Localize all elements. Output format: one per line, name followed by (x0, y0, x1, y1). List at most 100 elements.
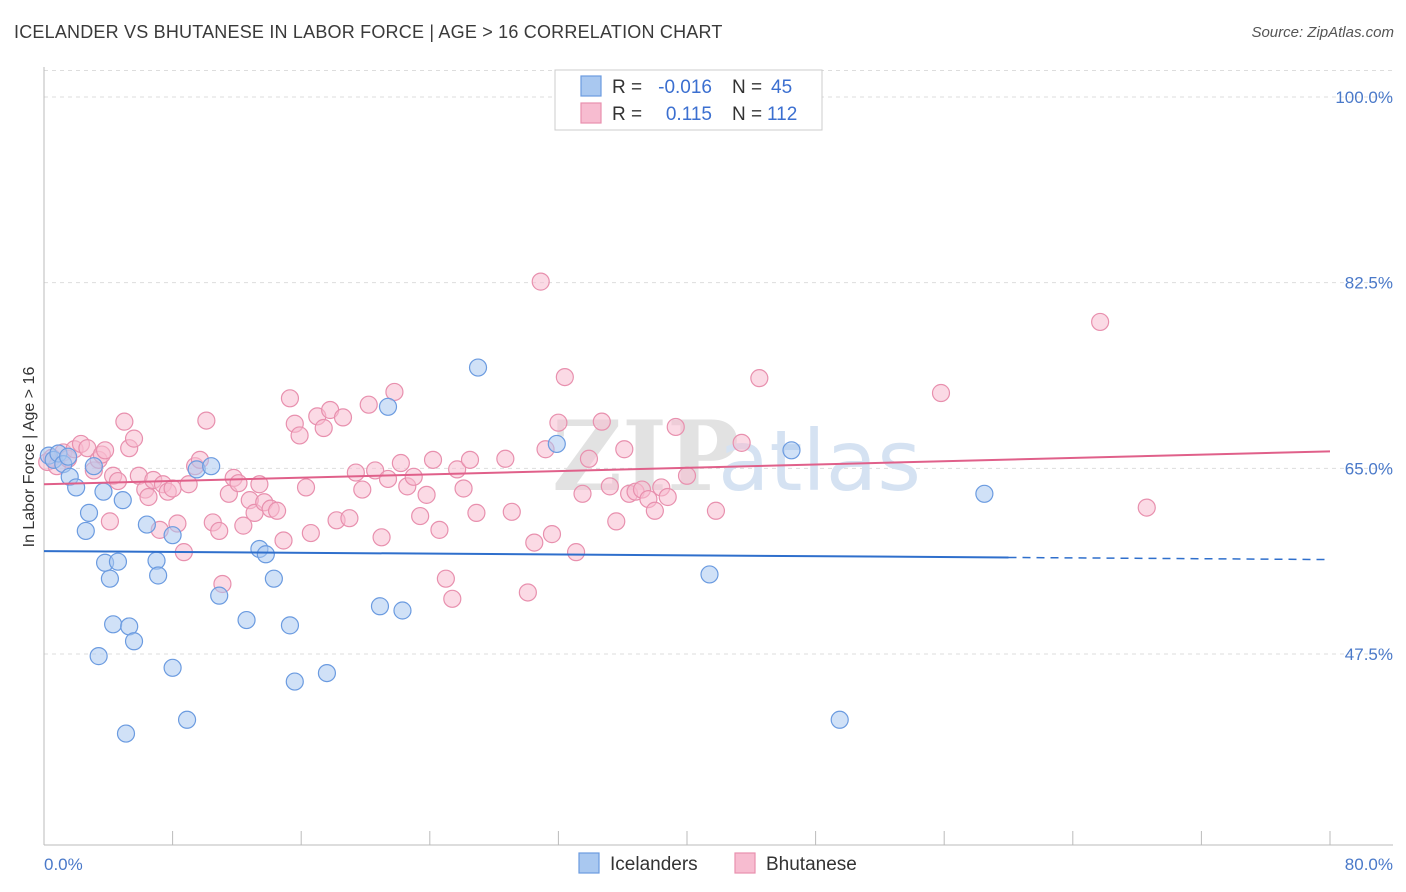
bhutanese-point (423, 450, 443, 469)
bhutanese-point (267, 501, 287, 520)
icelanders-point (94, 482, 113, 501)
bhutanese-point (600, 477, 619, 496)
bhutanese-point (411, 506, 430, 526)
bhutanese-point (359, 395, 378, 414)
trend-lines (43, 450, 1331, 561)
grid-lines (44, 69, 1393, 655)
bhutanese-trend-line (43, 450, 1331, 486)
x-tick-label-0: 0.0% (44, 855, 83, 874)
bhutanese-point (531, 272, 550, 291)
bhutanese-point (460, 450, 480, 469)
icelanders-trend-line (43, 550, 1009, 559)
bhutanese-point (115, 412, 134, 431)
bhutanese-point (467, 503, 486, 522)
icelanders-point (163, 658, 182, 677)
bhutanese-point (290, 426, 309, 445)
legend-n-label-1: N = (732, 77, 762, 98)
bhutanese-point (430, 520, 449, 539)
bhutanese-point (197, 411, 216, 430)
icelanders-point (285, 672, 304, 691)
bottom-label-icelanders: Icelanders (610, 854, 698, 875)
icelanders-point (547, 434, 566, 454)
icelanders-trend-extension (1008, 556, 1331, 561)
watermark-atlas: atlas (718, 412, 921, 510)
bhutanese-point (346, 463, 365, 482)
icelanders-point (76, 521, 95, 541)
bottom-swatch-bhutanese (734, 852, 756, 874)
bhutanese-point (502, 502, 521, 521)
bhutanese-point (658, 487, 677, 507)
icelanders-point (468, 358, 488, 377)
bhutanese-point (454, 479, 473, 498)
bhutanese-point (1137, 498, 1156, 517)
y-axis-label: In Labor Force | Age > 16 (21, 367, 38, 548)
bhutanese-point (518, 583, 537, 602)
bhutanese-point (353, 480, 372, 499)
bhutanese-point (542, 525, 562, 544)
bhutanese-point (607, 512, 626, 531)
bhutanese-point (666, 417, 685, 437)
bhutanese-point (234, 516, 253, 535)
bhutanese-point (1091, 312, 1110, 332)
icelanders-point (163, 526, 182, 545)
y-tick-label-2: 82.5% (1345, 274, 1393, 293)
bhutanese-points (38, 272, 1156, 608)
bhutanese-point (314, 418, 333, 438)
bhutanese-point (301, 523, 320, 543)
icelanders-point (104, 615, 123, 634)
source-label: Source: ZipAtlas.com (1251, 24, 1394, 41)
legend-n-value-1: 45 (771, 77, 792, 98)
bhutanese-point (108, 471, 128, 491)
icelanders-point (89, 647, 108, 666)
icelanders-point (113, 491, 132, 510)
icelanders-point (280, 616, 300, 635)
bhutanese-point (163, 479, 182, 498)
icelanders-point (116, 724, 136, 743)
bhutanese-point (555, 367, 574, 387)
icelanders-point (149, 566, 168, 585)
legend-swatch-bhutanese (580, 102, 602, 124)
bhutanese-point (124, 429, 144, 448)
y-tick-label-1: 65.0% (1345, 459, 1393, 478)
bhutanese-point (378, 469, 398, 489)
bhutanese-point (404, 467, 423, 486)
bhutanese-point (333, 408, 353, 427)
icelanders-point (67, 478, 86, 497)
bhutanese-point (391, 453, 410, 473)
bhutanese-point (210, 521, 229, 541)
bhutanese-point (250, 475, 269, 494)
legend-r-label-1: R = (612, 77, 642, 98)
icelanders-point (210, 586, 229, 605)
icelanders-point (84, 457, 103, 476)
legend-r-value-2: 0.115 (666, 104, 712, 125)
icelanders-point (124, 632, 144, 651)
x-tick-labels: 0.0% 80.0% (44, 855, 1393, 874)
bhutanese-point (280, 389, 300, 408)
bhutanese-point (592, 412, 611, 431)
legend-n-value-2: 112 (767, 104, 797, 125)
bhutanese-point (750, 369, 769, 388)
bhutanese-point (296, 478, 316, 497)
bhutanese-point (496, 449, 515, 468)
icelanders-point (393, 601, 412, 620)
legend-r-label-2: R = (612, 104, 642, 125)
icelanders-point (256, 545, 275, 564)
series-legend: Icelanders Bhutanese (578, 852, 857, 875)
icelanders-point (202, 457, 221, 476)
legend-swatch-icelanders (580, 75, 602, 97)
icelanders-point (782, 441, 801, 460)
bhutanese-point (566, 543, 586, 562)
icelanders-point (237, 610, 256, 630)
bhutanese-point (931, 383, 951, 403)
bhutanese-point (525, 533, 544, 552)
icelanders-points (39, 358, 994, 743)
icelanders-point (378, 397, 398, 416)
icelanders-point (137, 515, 156, 534)
bhutanese-point (417, 485, 436, 504)
bhutanese-point (677, 466, 697, 485)
bhutanese-point (443, 589, 462, 608)
icelanders-point (370, 597, 390, 616)
bhutanese-point (100, 512, 120, 531)
bhutanese-point (229, 474, 248, 493)
